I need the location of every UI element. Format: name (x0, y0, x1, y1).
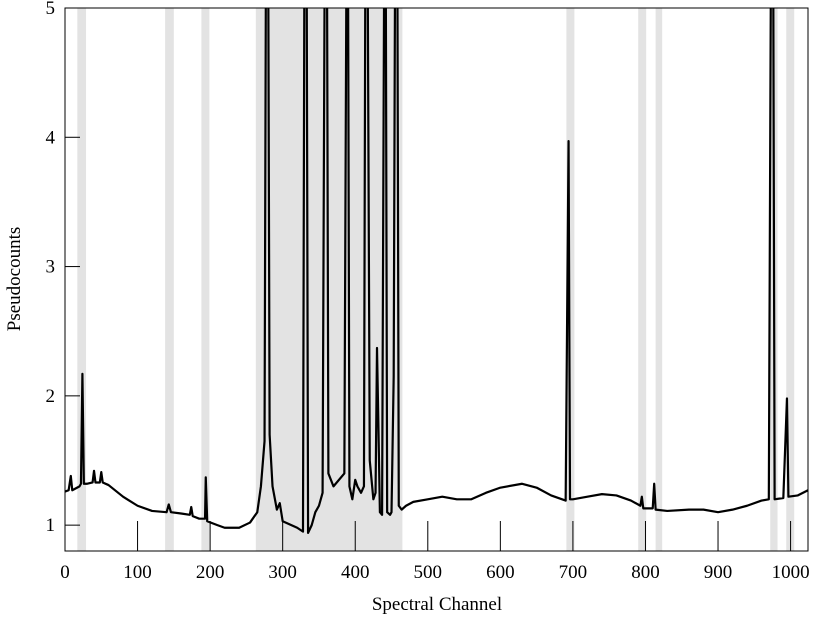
x-tick-label: 900 (704, 562, 733, 583)
shaded-range (165, 8, 174, 551)
x-tick-label: 500 (414, 562, 443, 583)
y-tick-label: 5 (46, 0, 56, 19)
x-tick-label: 0 (60, 562, 70, 583)
x-tick-label: 600 (486, 562, 515, 583)
shaded-range (566, 8, 575, 551)
x-tick-label: 100 (123, 562, 152, 583)
shaded-range (786, 8, 795, 551)
y-tick-label: 3 (46, 257, 56, 278)
x-tick-label: 1000 (772, 562, 810, 583)
shaded-range (201, 8, 210, 551)
x-tick-label: 800 (631, 562, 660, 583)
spectrum-line (65, 8, 808, 534)
y-tick-label: 4 (46, 127, 56, 148)
x-tick-label: 200 (196, 562, 225, 583)
y-tick-label: 2 (46, 386, 56, 407)
x-tick-label: 700 (559, 562, 588, 583)
y-tick-label: 1 (46, 515, 56, 536)
x-tick-label: 300 (268, 562, 297, 583)
shaded-range (638, 8, 647, 551)
shaded-range (655, 8, 663, 551)
x-tick-label: 400 (341, 562, 370, 583)
shaded-range (77, 8, 87, 551)
y-axis-label: Pseudocounts (4, 227, 25, 332)
x-axis-label: Spectral Channel (372, 594, 502, 615)
plot-frame (64, 7, 809, 552)
